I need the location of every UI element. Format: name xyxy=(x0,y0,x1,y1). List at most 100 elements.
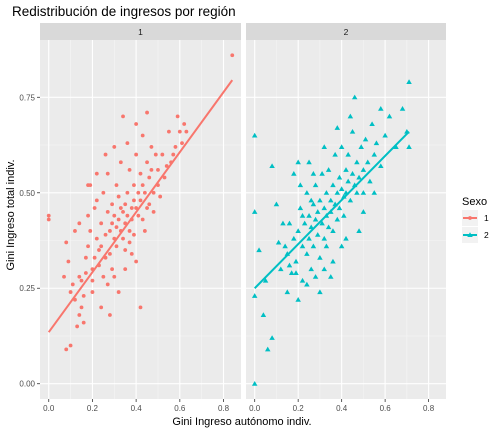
data-point xyxy=(317,254,323,260)
data-point xyxy=(114,225,119,230)
x-tick-label: 0.8 xyxy=(218,404,230,413)
data-point xyxy=(64,240,69,245)
data-point xyxy=(156,167,160,172)
data-point xyxy=(173,145,178,149)
data-point xyxy=(312,216,319,222)
data-point xyxy=(184,129,189,134)
data-point xyxy=(127,229,132,233)
data-point xyxy=(341,212,347,218)
y-tick-label: 0.25 xyxy=(19,284,35,293)
data-point xyxy=(94,198,99,203)
data-point xyxy=(64,347,69,352)
data-point xyxy=(112,145,117,149)
data-point xyxy=(129,251,134,256)
data-point xyxy=(345,151,351,157)
data-point xyxy=(77,274,82,279)
data-point xyxy=(132,232,136,237)
data-point xyxy=(116,217,121,222)
data-point xyxy=(125,190,130,195)
x-tick-label: 0.2 xyxy=(293,404,305,413)
data-point xyxy=(112,274,117,279)
data-point xyxy=(301,220,308,226)
data-point xyxy=(330,228,336,233)
data-point xyxy=(123,248,128,252)
data-point xyxy=(308,224,314,230)
data-point xyxy=(321,205,328,211)
data-point xyxy=(304,281,310,287)
data-point xyxy=(299,277,306,283)
data-point xyxy=(75,324,80,329)
data-point xyxy=(132,183,136,188)
data-point xyxy=(256,247,262,253)
data-point xyxy=(145,206,149,210)
data-point xyxy=(175,114,180,119)
data-point xyxy=(108,251,112,256)
y-tick-label: 0.50 xyxy=(19,189,35,198)
data-point xyxy=(116,194,121,199)
data-point xyxy=(83,271,88,275)
x-tick-label: 0.2 xyxy=(87,404,99,413)
data-point xyxy=(367,178,373,184)
data-point xyxy=(88,229,93,233)
data-point xyxy=(145,110,149,115)
data-point xyxy=(103,152,108,157)
data-point xyxy=(101,190,106,195)
data-point xyxy=(295,159,301,165)
data-point xyxy=(406,79,412,85)
data-point xyxy=(110,267,114,272)
data-point xyxy=(330,258,336,264)
regression-line xyxy=(253,130,410,289)
regression-line xyxy=(47,79,234,333)
data-point xyxy=(288,270,295,275)
y-axis-title: Gini Ingreso total indiv. xyxy=(5,159,17,270)
data-point xyxy=(308,266,314,272)
data-point xyxy=(145,160,149,165)
data-point xyxy=(62,274,66,279)
data-point xyxy=(321,235,328,241)
data-point xyxy=(68,290,73,294)
data-point xyxy=(295,297,301,302)
data-point xyxy=(297,182,304,188)
data-point xyxy=(334,190,341,195)
data-point xyxy=(121,236,125,241)
data-point xyxy=(369,121,375,127)
data-point xyxy=(364,159,371,165)
data-point xyxy=(147,202,152,207)
data-point xyxy=(118,160,123,165)
y-tick-label: 0.00 xyxy=(19,380,35,389)
data-point xyxy=(336,205,343,211)
data-point xyxy=(103,232,108,237)
data-point xyxy=(171,152,176,157)
data-point xyxy=(251,132,258,138)
data-point xyxy=(151,209,156,214)
data-point xyxy=(138,171,143,176)
data-point xyxy=(336,174,343,180)
data-point xyxy=(251,381,258,386)
data-point xyxy=(358,144,364,149)
data-point xyxy=(264,346,271,352)
data-point xyxy=(153,152,158,157)
data-point xyxy=(99,244,104,249)
y-tick-label: 0.75 xyxy=(19,93,35,102)
legend: Sexo 1 2 xyxy=(462,196,489,243)
data-point xyxy=(140,133,145,138)
data-point xyxy=(356,174,362,180)
data-point xyxy=(351,94,358,100)
data-point xyxy=(314,209,321,214)
data-point xyxy=(134,122,139,126)
data-point xyxy=(275,239,282,245)
data-point xyxy=(46,217,51,222)
data-point xyxy=(314,232,321,237)
data-point xyxy=(121,209,125,214)
panel-strip xyxy=(40,23,241,40)
data-point xyxy=(83,255,88,260)
data-point xyxy=(92,206,97,210)
data-point xyxy=(79,278,84,283)
data-point xyxy=(321,266,328,272)
data-point xyxy=(140,183,145,188)
data-point xyxy=(345,178,351,184)
data-point xyxy=(338,243,345,249)
data-point xyxy=(116,290,121,294)
data-point xyxy=(310,201,317,207)
data-point xyxy=(299,243,306,249)
